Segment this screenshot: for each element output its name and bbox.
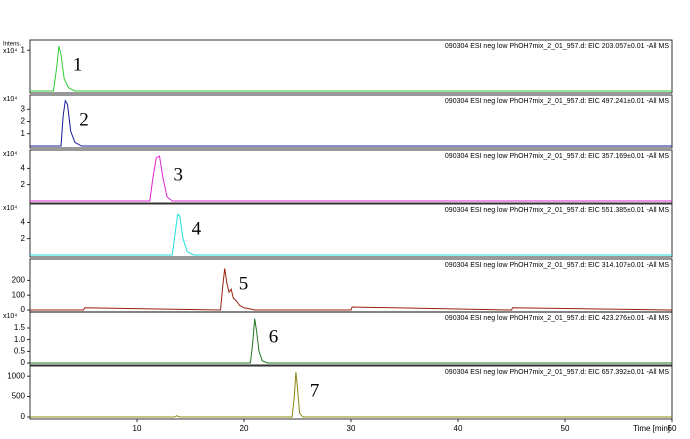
y-title: Intens. bbox=[3, 42, 21, 48]
trace-line bbox=[30, 372, 672, 418]
trace-line bbox=[30, 213, 672, 256]
y-tick-label: 100 bbox=[12, 290, 26, 299]
trace-label: 090304 ESI neg low PhOH7mix_2_01_957.d: … bbox=[445, 43, 669, 50]
y-tick-label: 1000 bbox=[7, 371, 25, 380]
panel-frame bbox=[29, 149, 673, 204]
trace-line bbox=[30, 318, 672, 364]
y-tick-label: 2 bbox=[21, 117, 26, 126]
trace-label: 090304 ESI neg low PhOH7mix_2_01_957.d: … bbox=[445, 315, 669, 322]
x-tick-label: 10 bbox=[133, 424, 142, 433]
x-tick-label: 60 bbox=[668, 424, 677, 433]
y-tick-label: 0 bbox=[21, 305, 26, 314]
trace-label: 090304 ESI neg low PhOH7mix_2_01_957.d: … bbox=[445, 98, 669, 105]
y-tick-label: 1 bbox=[21, 45, 26, 54]
x-axis-label: Time [min] bbox=[633, 424, 670, 433]
y-multiplier: x10⁴ bbox=[3, 313, 17, 320]
y-multiplier: x10⁴ bbox=[3, 48, 17, 55]
y-tick-label: 0.5 bbox=[14, 346, 26, 355]
y-tick-label: 500 bbox=[12, 392, 26, 401]
panel-frame bbox=[29, 311, 673, 366]
panel-frame bbox=[29, 203, 673, 258]
y-tick-label: 0 bbox=[21, 358, 26, 367]
x-tick-label: 20 bbox=[240, 424, 249, 433]
y-tick-label: 4 bbox=[21, 217, 26, 226]
trace-line bbox=[30, 45, 672, 92]
peak-annotation: 1 bbox=[73, 54, 83, 75]
y-multiplier: x10⁴ bbox=[3, 151, 17, 158]
x-tick-label: 50 bbox=[561, 424, 570, 433]
y-tick-label: 1.0 bbox=[14, 335, 26, 344]
trace-label: 090304 ESI neg low PhOH7mix_2_01_957.d: … bbox=[445, 262, 669, 269]
peak-annotation: 5 bbox=[239, 273, 249, 294]
y-tick-label: 4 bbox=[21, 163, 26, 172]
trace-label: 090304 ESI neg low PhOH7mix_2_01_957.d: … bbox=[445, 153, 669, 160]
y-multiplier: x10⁴ bbox=[3, 205, 17, 212]
y-multiplier: x10⁴ bbox=[3, 96, 17, 103]
peak-annotation: 7 bbox=[310, 380, 320, 401]
trace-line bbox=[30, 155, 672, 202]
y-tick-label: 1.5 bbox=[14, 323, 26, 332]
peak-annotation: 2 bbox=[79, 109, 89, 130]
y-tick-label: 2 bbox=[21, 180, 26, 189]
panel-frame bbox=[29, 39, 673, 94]
y-tick-label: 3 bbox=[21, 104, 26, 113]
y-tick-label: 1 bbox=[21, 129, 26, 138]
x-tick-label: 30 bbox=[347, 424, 356, 433]
y-tick-label: 200 bbox=[12, 275, 26, 284]
y-tick-label: 0 bbox=[21, 412, 26, 421]
trace-label: 090304 ESI neg low PhOH7mix_2_01_957.d: … bbox=[445, 369, 669, 376]
peak-annotation: 3 bbox=[173, 164, 183, 185]
peak-annotation: 4 bbox=[192, 218, 202, 239]
y-tick-label: 2 bbox=[21, 234, 26, 243]
x-tick-label: 40 bbox=[454, 424, 463, 433]
peak-annotation: 6 bbox=[269, 326, 279, 347]
trace-line bbox=[30, 99, 672, 147]
trace-line bbox=[30, 268, 673, 311]
trace-label: 090304 ESI neg low PhOH7mix_2_01_957.d: … bbox=[445, 207, 669, 214]
